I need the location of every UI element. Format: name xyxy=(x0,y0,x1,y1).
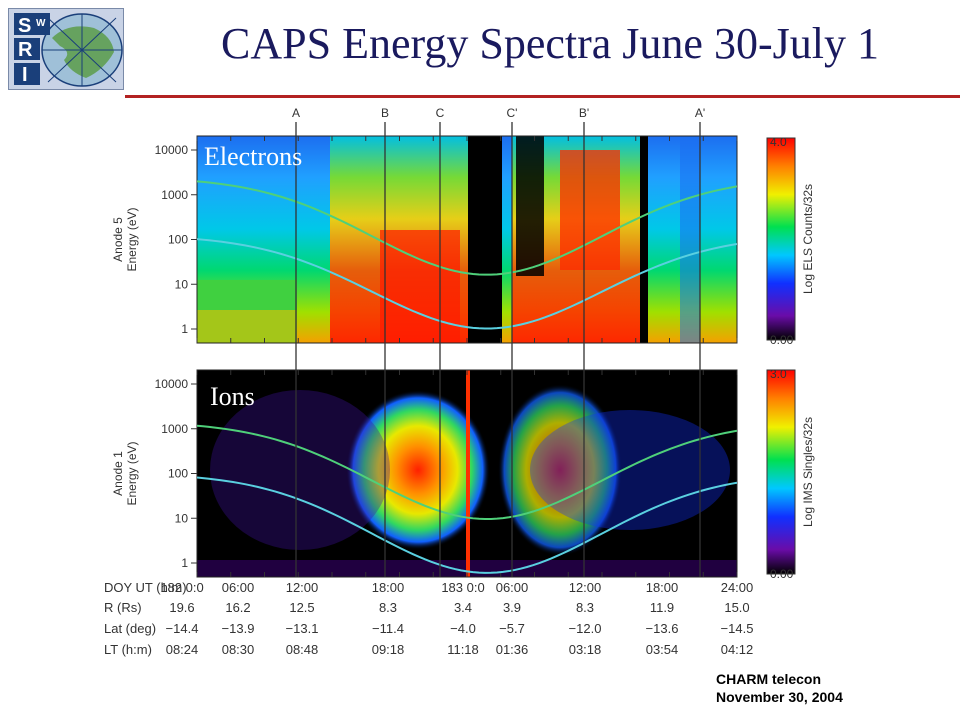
y-tick-label: 10 xyxy=(175,277,189,291)
ephemeris-value: 06:00 xyxy=(222,580,255,595)
ephemeris-value: −4.0 xyxy=(450,621,476,636)
ephemeris-value: −12.0 xyxy=(569,621,602,636)
colorbar-label: Log ELS Counts/32s xyxy=(801,184,815,294)
ephemeris-value: 04:12 xyxy=(721,642,754,657)
ephemeris-row-label: DOY UT (h:m) xyxy=(104,580,187,595)
ephemeris-value: 09:18 xyxy=(372,642,405,657)
boundary-marker-label: C' xyxy=(507,106,518,120)
ephemeris-value: 182 0:0 xyxy=(160,580,203,595)
boundary-marker-label: B' xyxy=(579,106,589,120)
y-axis-label: Energy (eV) xyxy=(125,441,139,505)
ephemeris-value: −13.1 xyxy=(286,621,319,636)
ephemeris-value: 11.9 xyxy=(650,600,674,615)
ion-cyan-curve xyxy=(197,476,737,574)
boundary-marker-label: C xyxy=(436,106,445,120)
boundary-marker-label: B xyxy=(381,106,389,120)
colorbar-max-label: 3.0 xyxy=(770,367,787,381)
ephemeris-value: 06:00 xyxy=(496,580,529,595)
ephemeris-row-label: LT (h:m) xyxy=(104,642,152,657)
ephemeris-value: 08:24 xyxy=(166,642,199,657)
ephemeris-value: −5.7 xyxy=(499,621,525,636)
y-tick-label: 100 xyxy=(168,467,188,481)
boundary-marker-label: A xyxy=(292,106,300,120)
boundary-marker-label: A' xyxy=(695,106,705,120)
logo-letter-w: W xyxy=(36,18,46,29)
ephemeris-value: 18:00 xyxy=(646,580,679,595)
ephemeris-value: −14.4 xyxy=(166,621,199,636)
ephemeris-value: 15.0 xyxy=(724,600,749,615)
footer-note: CHARM telecon November 30, 2004 xyxy=(716,670,843,706)
ephemeris-value: 12.5 xyxy=(289,600,314,615)
y-tick-label: 10 xyxy=(175,511,189,525)
ephemeris-row-label: Lat (deg) xyxy=(104,621,156,636)
y-axis-label: Energy (eV) xyxy=(125,207,139,271)
y-axis-label: Anode 5 xyxy=(111,217,125,262)
electron-cyan-curve xyxy=(197,238,737,330)
ephemeris-value: 183 0:0 xyxy=(441,580,484,595)
logo-letter-s: S xyxy=(18,15,31,37)
ephemeris-value: 08:48 xyxy=(286,642,319,657)
ephemeris-value: −11.4 xyxy=(372,621,404,636)
y-tick-label: 1000 xyxy=(161,188,188,202)
ephemeris-value: 16.2 xyxy=(225,600,250,615)
y-tick-label: 1 xyxy=(181,322,188,336)
ephemeris-value: 03:54 xyxy=(646,642,679,657)
footer-date: November 30, 2004 xyxy=(716,689,843,705)
ephemeris-value: 11:18 xyxy=(447,642,479,657)
ephemeris-value: 19.6 xyxy=(169,600,194,615)
logo-letter-r: R xyxy=(18,39,33,61)
ephemeris-value: 8.3 xyxy=(576,600,594,615)
y-tick-label: 100 xyxy=(168,233,188,247)
ephemeris-value: 12:00 xyxy=(569,580,602,595)
y-tick-label: 10000 xyxy=(155,377,189,391)
ephemeris-value: 01:36 xyxy=(496,642,529,657)
ephemeris-value: −13.6 xyxy=(646,621,679,636)
swri-logo: S W R I xyxy=(8,8,124,90)
y-axis-label: Anode 1 xyxy=(111,451,125,496)
ephemeris-value: −14.5 xyxy=(721,621,754,636)
ion-green-curve xyxy=(197,424,737,521)
colorbar-min-label: 0.00 xyxy=(770,333,794,347)
ephemeris-value: 8.3 xyxy=(379,600,397,615)
ephemeris-value: −13.9 xyxy=(222,621,255,636)
title-divider xyxy=(125,95,960,98)
ephemeris-value: 24:00 xyxy=(721,580,754,595)
ion-colorbar xyxy=(766,369,796,575)
y-tick-label: 1000 xyxy=(161,422,188,436)
electron-spectrogram-image xyxy=(197,136,737,343)
y-tick-label: 1 xyxy=(181,556,188,570)
footer-meeting: CHARM telecon xyxy=(716,671,822,687)
ephemeris-row-label: R (Rs) xyxy=(104,600,142,615)
y-tick-label: 10000 xyxy=(155,143,189,157)
electron-colorbar xyxy=(766,137,796,341)
slide-title: CAPS Energy Spectra June 30-July 1 xyxy=(221,19,879,68)
ion-spectrogram-image xyxy=(197,370,737,577)
colorbar-label: Log IMS Singles/32s xyxy=(801,417,815,527)
ephemeris-value: 03:18 xyxy=(569,642,602,657)
ephemeris-value: 18:00 xyxy=(372,580,405,595)
ephemeris-value: 3.9 xyxy=(503,600,521,615)
electron-green-curve xyxy=(197,180,737,276)
ion-panel-label: Ions xyxy=(210,382,255,411)
logo-letter-i: I xyxy=(22,64,28,86)
colorbar-max-label: 4.0 xyxy=(770,135,787,149)
ephemeris-value: 08:30 xyxy=(222,642,255,657)
electron-panel-label: Electrons xyxy=(204,142,303,171)
colorbar-min-label: 0.00 xyxy=(770,567,794,581)
ephemeris-value: 12:00 xyxy=(286,580,319,595)
ephemeris-value: 3.4 xyxy=(454,600,472,615)
